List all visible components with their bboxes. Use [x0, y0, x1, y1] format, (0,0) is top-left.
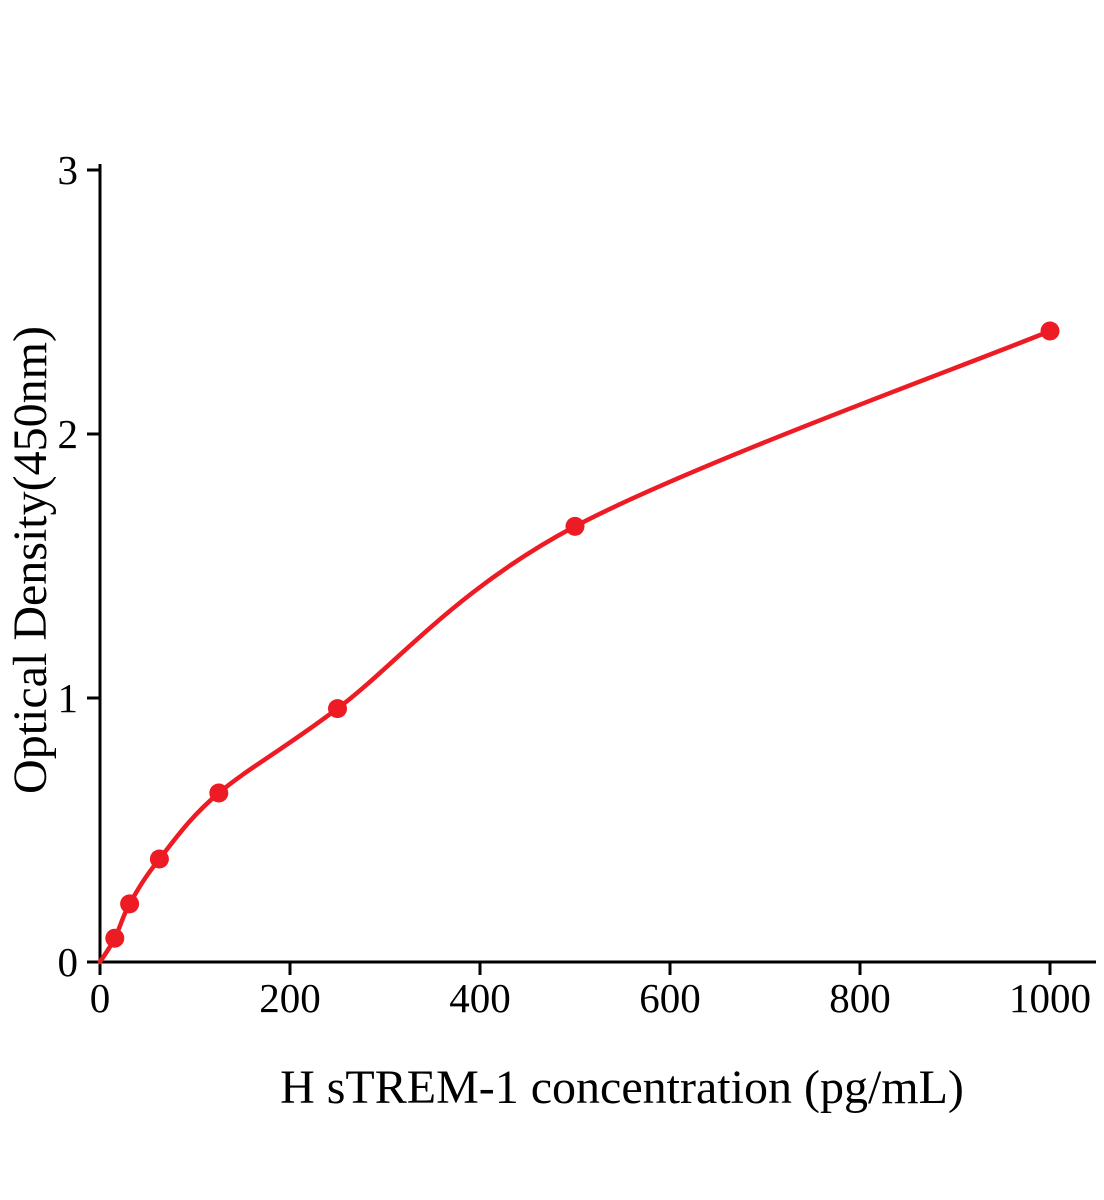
y-tick-label: 2: [58, 411, 79, 457]
fit-curve: [97, 328, 1053, 965]
x-tick-label: 800: [829, 975, 891, 1021]
y-tick-label: 1: [58, 675, 79, 721]
x-tick-label: 400: [449, 975, 511, 1021]
tick-labels: 0 200 400 600 800 1000 0 1 2 3: [58, 147, 1092, 1021]
data-point: [105, 928, 125, 948]
data-point: [149, 849, 169, 869]
data-points: [105, 321, 1060, 948]
x-tick-label: 200: [259, 975, 321, 1021]
data-point: [120, 894, 140, 914]
axes: [98, 164, 1096, 964]
data-point: [328, 699, 347, 719]
x-tick-label: 600: [639, 975, 701, 1021]
x-tick-label: 0: [90, 975, 111, 1021]
data-point: [565, 516, 585, 536]
tick-marks: [87, 168, 1052, 975]
y-tick-label: 0: [58, 939, 79, 985]
y-axis-title: Optical Density(450nm): [4, 326, 57, 794]
x-axis-title: H sTREM-1 concentration (pg/mL): [280, 1061, 964, 1114]
y-tick-label: 3: [58, 147, 79, 193]
x-tick-label: 1000: [1009, 975, 1091, 1021]
data-point: [1040, 321, 1060, 341]
data-point: [209, 783, 229, 803]
